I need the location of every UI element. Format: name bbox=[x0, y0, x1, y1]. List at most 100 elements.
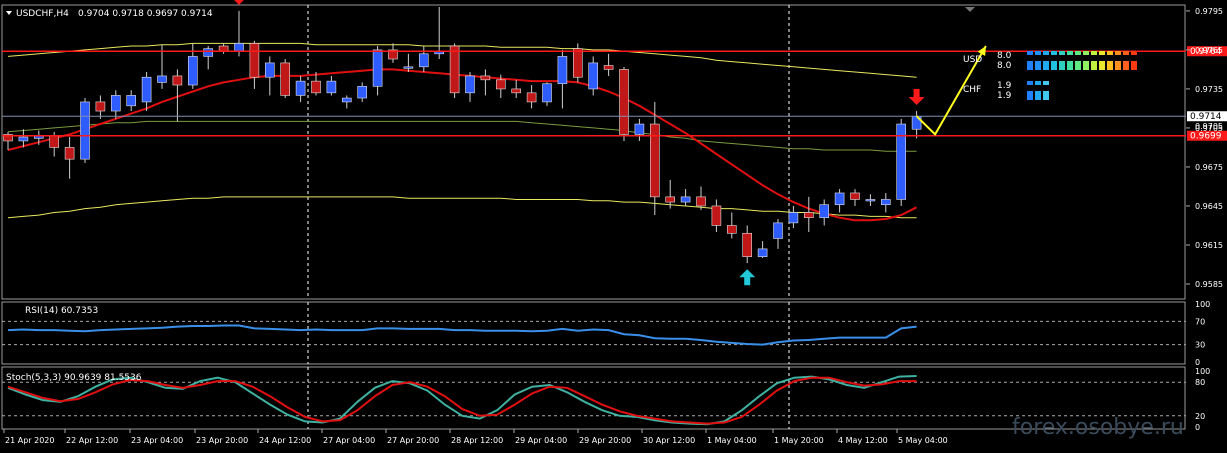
stoch-tick-label: 100 bbox=[1195, 367, 1210, 376]
usd-strength-bar-a bbox=[1067, 51, 1073, 55]
bear-candle bbox=[742, 232, 753, 257]
ma-yellow-upper-line bbox=[7, 42, 917, 78]
usd-strength-bar-b bbox=[1107, 61, 1113, 70]
time-tick-label: 1 May 04:00 bbox=[707, 436, 757, 445]
bear-candle bbox=[603, 65, 614, 70]
bull-candle bbox=[557, 56, 568, 85]
usd-strength-bar-b bbox=[1067, 61, 1073, 70]
chf-strength-bar-b bbox=[1027, 91, 1033, 100]
chf-strength-bar-a bbox=[1027, 81, 1033, 85]
shift-marker-icon[interactable] bbox=[965, 7, 975, 12]
time-tick-label: 27 Apr 20:00 bbox=[387, 436, 439, 445]
bear-candle bbox=[711, 205, 722, 226]
usd-strength-bar-b bbox=[1035, 61, 1041, 70]
bull-candle bbox=[403, 66, 414, 69]
bull-candle bbox=[264, 62, 275, 78]
bear-candle bbox=[495, 79, 506, 90]
usd-strength-bar-b bbox=[1099, 61, 1105, 70]
usd-strength-bar-b bbox=[1131, 61, 1137, 70]
stochastic-indicator: 100 80 20 0 bbox=[2, 367, 1210, 432]
usd-strength-bar-b bbox=[1027, 61, 1033, 70]
usd-strength-bar-b bbox=[1083, 61, 1089, 70]
usd-strength-bar-b bbox=[1051, 61, 1057, 70]
bear-candle bbox=[311, 80, 321, 94]
usd-strength-bar-a bbox=[1059, 51, 1065, 55]
bull-candle bbox=[126, 95, 136, 107]
projection-path bbox=[915, 45, 987, 137]
bull-candle bbox=[295, 80, 306, 96]
chart-menu-triangle-icon[interactable] bbox=[6, 11, 12, 15]
chf-strength-bar-b bbox=[1035, 91, 1041, 100]
bear-candle bbox=[511, 88, 522, 94]
usd-value-a: 8.0 bbox=[997, 51, 1012, 61]
time-axis: 21 Apr 2020 22 Apr 12:00 23 Apr 04:00 23 Ap… bbox=[3, 429, 948, 445]
usd-strength-bar-b bbox=[1091, 61, 1097, 70]
price-tick-label: 0.9705 bbox=[1195, 122, 1223, 131]
rsi-label: RSI(14) 60.7353 bbox=[25, 306, 98, 316]
time-tick-label: 27 Apr 04:00 bbox=[323, 436, 375, 445]
bear-candle bbox=[726, 225, 737, 234]
buy-arrow-up-icon bbox=[739, 269, 756, 286]
time-tick-label: 21 Apr 2020 bbox=[5, 436, 54, 445]
bull-candle bbox=[157, 75, 167, 83]
chf-strength-bar-a bbox=[1035, 81, 1041, 85]
bull-candle bbox=[418, 53, 429, 68]
bear-candle bbox=[619, 69, 629, 135]
price-tick-label: 0.9585 bbox=[1195, 280, 1223, 289]
candles bbox=[3, 7, 922, 264]
chf-value-b: 1.9 bbox=[997, 91, 1012, 101]
usd-strength-bar-b bbox=[1115, 61, 1121, 70]
price-tick-label: 0.9735 bbox=[1195, 85, 1223, 94]
usd-strength-bar-a bbox=[1075, 51, 1081, 55]
bear-candle bbox=[280, 62, 291, 96]
chf-strength-bar-b bbox=[1043, 91, 1049, 100]
bull-candle bbox=[326, 80, 337, 94]
bull-candle bbox=[234, 43, 244, 52]
bear-candle bbox=[172, 75, 183, 86]
time-tick-label: 24 Apr 12:00 bbox=[259, 436, 311, 445]
time-tick-label: 5 May 04:00 bbox=[898, 436, 948, 445]
support-level-tag bbox=[1187, 130, 1227, 141]
time-tick-label: 29 Apr 04:00 bbox=[515, 436, 567, 445]
rsi-tick-label: 0 bbox=[1195, 358, 1200, 367]
usd-strength-bar-b bbox=[1059, 61, 1065, 70]
bear-candle bbox=[218, 45, 229, 52]
bear-candle bbox=[649, 123, 660, 198]
stoch-tick-label: 0 bbox=[1195, 423, 1200, 432]
rsi-line bbox=[7, 324, 917, 346]
bull-candle bbox=[865, 199, 876, 202]
usd-strength-bar-a bbox=[1123, 51, 1129, 55]
sell-arrow-down-icon bbox=[234, 0, 244, 5]
ma-green-line bbox=[7, 120, 917, 152]
bear-candle bbox=[572, 48, 583, 78]
bear-candle bbox=[850, 192, 860, 200]
usd-strength-bar-a bbox=[1083, 51, 1089, 55]
time-tick-label: 30 Apr 12:00 bbox=[643, 436, 695, 445]
chf-strength-bar-a bbox=[1043, 81, 1049, 85]
time-tick-label: 23 Apr 04:00 bbox=[131, 436, 183, 445]
usd-strength-bar-a bbox=[1027, 51, 1033, 55]
bull-candle bbox=[372, 49, 383, 87]
time-tick-label: 22 Apr 12:00 bbox=[66, 436, 118, 445]
time-tick-label: 4 May 12:00 bbox=[838, 436, 888, 445]
bull-candle bbox=[357, 86, 368, 99]
bull-candle bbox=[834, 192, 845, 205]
bull-candle bbox=[141, 76, 152, 103]
rsi-tick-label: 100 bbox=[1195, 300, 1210, 309]
time-tick-label: 23 Apr 20:00 bbox=[196, 436, 248, 445]
signal-arrows bbox=[234, 0, 987, 286]
rsi-indicator: 100 70 30 0 bbox=[2, 300, 1210, 367]
stoch-tick-label: 80 bbox=[1195, 378, 1205, 387]
usd-strength-bar-a bbox=[1043, 51, 1049, 55]
ma-yellow-lower-line bbox=[7, 196, 917, 219]
price-tick-label: 0.9765 bbox=[1195, 46, 1223, 55]
usd-strength-bar-a bbox=[1107, 51, 1113, 55]
bear-candle bbox=[803, 212, 814, 218]
usd-strength-bar-a bbox=[1099, 51, 1105, 55]
bear-candle bbox=[64, 147, 75, 160]
bull-candle bbox=[588, 62, 599, 90]
ma-red-line bbox=[7, 68, 918, 222]
price-tick-label: 0.9675 bbox=[1195, 163, 1223, 172]
